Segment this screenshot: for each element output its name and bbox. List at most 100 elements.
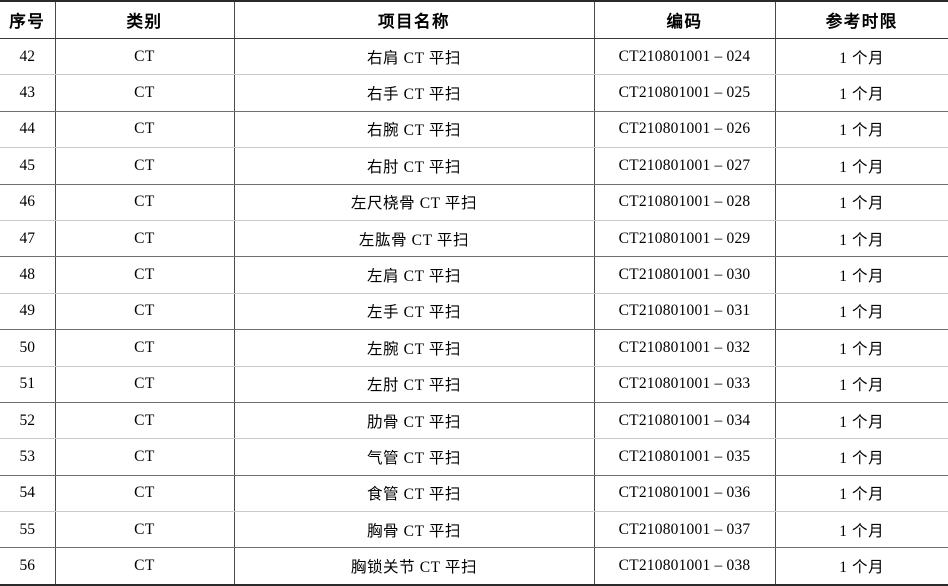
table-cell-item-name: 左肩 CT 平扫 [234,256,595,294]
table-cell-reference-term: 1 个月 [775,329,948,367]
table-cell-category: CT [55,220,235,258]
table-cell-code: CT210801001 – 027 [594,147,776,185]
table-header-row: 序号 类别 项目名称 编码 参考时限 [0,1,948,39]
table-row: 56 CT 胸锁关节 CT 平扫 CT210801001 – 038 1 个月 [0,547,948,585]
table-row: 52 CT 肋骨 CT 平扫 CT210801001 – 034 1 个月 [0,402,948,440]
table-row: 45 CT 右肘 CT 平扫 CT210801001 – 027 1 个月 [0,147,948,185]
table-cell-category: CT [55,438,235,476]
table-cell-code: CT210801001 – 030 [594,256,776,294]
column-header-reference-term: 参考时限 [775,1,948,39]
table-cell-item-name: 左手 CT 平扫 [234,293,595,331]
table-row: 48 CT 左肩 CT 平扫 CT210801001 – 030 1 个月 [0,256,948,294]
table-cell-seq: 46 [0,184,56,221]
table-cell-seq: 56 [0,547,56,585]
table-cell-reference-term: 1 个月 [839,559,885,577]
table-cell-seq: 47 [0,220,56,258]
column-header-code: 编码 [594,1,776,39]
table-cell-category: CT [55,147,235,185]
table-cell-code: CT210801001 – 024 [594,38,776,76]
table-cell-reference-term: 1 个月 [775,366,948,403]
table-cell-category: CT [55,366,235,403]
table-cell-category: CT [55,256,235,294]
table-cell-seq: 50 [0,329,56,367]
table-cell-item-name: 右肘 CT 平扫 [234,147,595,185]
table-cell-category: CT [55,329,235,367]
table-cell-seq: 53 [0,438,56,476]
table-cell-category: CT [55,38,235,76]
table-cell-reference-term: 1 个月 [775,111,948,149]
table-cell-seq: 48 [0,256,56,294]
table-cell-seq: 42 [0,38,56,76]
table-cell-code: CT210801001 – 031 [594,293,776,331]
table-cell-code: CT210801001 – 026 [594,111,776,149]
table-row: 42 CT 右肩 CT 平扫 CT210801001 – 024 1 个月 [0,38,948,76]
table-cell-reference-term: 1 个月 [775,38,948,76]
table-cell-category: CT [55,74,235,112]
table-cell-category: CT [55,547,235,585]
table-cell-reference-term: 1 个月 [775,511,948,549]
table-cell-code: CT210801001 – 032 [594,329,776,367]
table-cell-item-name: 右腕 CT 平扫 [234,111,595,149]
table-row: 55 CT 胸骨 CT 平扫 CT210801001 – 037 1 个月 [0,511,948,549]
column-header-category: 类别 [55,1,235,39]
table-cell-category: CT [55,293,235,331]
table-cell-seq: 43 [0,74,56,112]
table-row: 54 CT 食管 CT 平扫 CT210801001 – 036 1 个月 [0,475,948,513]
table-cell-item-name: 胸锁关节 CT 平扫 [234,547,595,585]
table-cell-reference-term: 1 个月 [775,147,948,185]
table-cell-item-name: 食管 CT 平扫 [234,475,595,513]
table-cell-seq: 51 [0,366,56,403]
table-cell-category: CT [55,184,235,221]
table-cell-category: CT [55,511,235,549]
table-cell-code: CT210801001 – 035 [594,438,776,476]
table-cell-reference-term: 1 个月 [775,256,948,294]
table-header: 序号 类别 项目名称 编码 参考时限 [0,1,948,39]
table-row: 46 CT 左尺桡骨 CT 平扫 CT210801001 – 028 1 个月 [0,184,948,221]
table-cell-reference-term: 1 个月 [775,293,948,331]
table-cell-seq: 52 [0,402,56,440]
table-row: 53 CT 气管 CT 平扫 CT210801001 – 035 1 个月 [0,438,948,476]
column-header-seq: 序号 [0,1,56,39]
table-cell-item-name: 左肱骨 CT 平扫 [234,220,595,258]
table-cell-reference-term: 1 个月 [775,220,948,258]
table-cell-item-name: 左肘 CT 平扫 [234,366,595,403]
table-cell-code: CT210801001 – 025 [594,74,776,112]
table-cell-category: CT [55,475,235,513]
table-cell-code: CT210801001 – 029 [594,220,776,258]
table-cell-category: CT [55,402,235,440]
table-row: 47 CT 左肱骨 CT 平扫 CT210801001 – 029 1 个月 [0,220,948,258]
table-cell-seq: 44 [0,111,56,149]
table-cell-seq: 55 [0,511,56,549]
table-cell-reference-term: 1 个月 [775,184,948,221]
table-cell-item-name: 左腕 CT 平扫 [234,329,595,367]
table-cell-code: CT210801001 – 038 [594,547,776,585]
table-row: 43 CT 右手 CT 平扫 CT210801001 – 025 1 个月 [0,74,948,112]
table-cell-item-name: 肋骨 CT 平扫 [234,402,595,440]
table-cell-seq: 54 [0,475,56,513]
table-body: 42 CT 右肩 CT 平扫 CT210801001 – 024 1 个月 43 CT 右手 … [0,38,948,585]
table-cell-reference-term: 1 个月 [775,74,948,112]
table-cell-reference-term: 1 个月 [775,475,948,513]
table-cell-seq: 45 [0,147,56,185]
table-cell-code: CT210801001 – 028 [594,184,776,221]
table-cell-reference-term: 1 个月 [775,402,948,440]
table-cell-code: CT210801001 – 034 [594,402,776,440]
table-cell-reference-term: 1 个月 [775,438,948,476]
table-cell-item-name: 右肩 CT 平扫 [234,38,595,76]
column-header-item-name: 项目名称 [234,1,595,39]
table-cell-item-name: 气管 CT 平扫 [234,438,595,476]
table-cell-item-name: 胸骨 CT 平扫 [234,511,595,549]
table-row: 51 CT 左肘 CT 平扫 CT210801001 – 033 1 个月 [0,366,948,403]
table-cell-code: CT210801001 – 033 [594,366,776,403]
table-cell-item-name: 左尺桡骨 CT 平扫 [234,184,595,221]
table-cell-seq: 49 [0,293,56,331]
table-cell-code: CT210801001 – 036 [594,475,776,513]
table-row: 49 CT 左手 CT 平扫 CT210801001 – 031 1 个月 [0,293,948,331]
table-cell-code: CT210801001 – 037 [594,511,776,549]
table-cell-category: CT [55,111,235,149]
table-row: 44 CT 右腕 CT 平扫 CT210801001 – 026 1 个月 [0,111,948,149]
table-row: 50 CT 左腕 CT 平扫 CT210801001 – 032 1 个月 [0,329,948,367]
table-cell-item-name: 右手 CT 平扫 [234,74,595,112]
